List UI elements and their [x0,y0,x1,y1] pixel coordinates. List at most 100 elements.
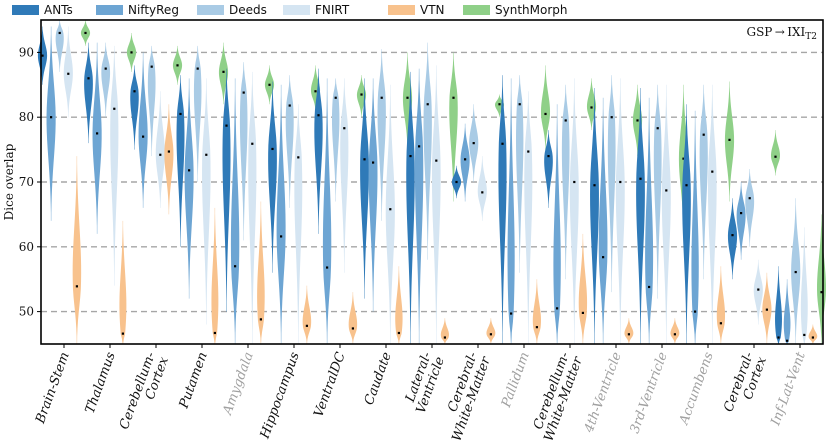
median-marker [685,184,688,187]
x-tick-label: Accumbens [676,350,716,428]
median-marker [820,291,823,294]
violin-fnirt [800,227,808,344]
legend-swatch [463,5,490,15]
violin-fnirt [294,104,303,345]
median-marker [673,333,676,336]
median-marker [113,107,116,110]
median-marker [225,124,228,127]
legend-swatch [197,5,224,15]
median-marker [176,64,179,67]
violin-vtn [762,272,772,344]
median-marker [67,72,70,75]
median-marker [188,169,191,172]
legend-label: Deeds [229,3,267,17]
annotation-subscript: T2 [805,32,817,42]
median-marker [452,96,455,99]
median-marker [627,333,630,336]
x-tick-label-line1: 3rd-Ventricle [628,350,671,436]
median-marker [702,133,705,136]
x-tick-label-line1: Hippocampus [257,350,303,441]
violin-deeds [101,42,111,118]
violin-group-putamen [176,42,229,344]
violin-synthmorph [540,65,551,150]
median-marker [786,339,789,342]
median-marker [711,170,714,173]
violin-vtn [395,266,403,344]
x-tick-label-line1: Brain-Stem [33,350,73,426]
median-marker [731,234,734,237]
x-tick-label: Cerebellum-White-Matter [528,350,586,441]
violin-fnirt [431,65,441,345]
median-marker [619,180,622,184]
violin-deeds [607,75,616,293]
violin-niftyreg [46,26,56,221]
median-marker [472,142,475,145]
x-tick-label: Brain-Stem [33,350,73,426]
legend-swatch [283,5,310,15]
x-tick-label: Lateral-Ventricle [400,350,448,416]
violin-ants [775,266,782,344]
violin-group-ventraldc [314,68,367,344]
violin-group-lateral-ventricle [406,42,458,345]
y-tick-label: 50 [19,305,34,319]
median-marker [581,311,584,314]
median-marker [639,177,642,180]
violin-vtn [578,233,588,344]
violin-fnirt [340,78,349,273]
violin-deeds [745,169,755,247]
x-tick-label-line1: VentralDC [311,350,348,419]
violin-niftyreg [736,182,746,260]
violin-synthmorph [218,42,229,105]
legend-swatch [96,5,123,15]
median-marker [179,112,182,116]
median-marker [590,106,593,109]
x-tick-label-line1: Accumbens [676,350,716,428]
median-marker [556,307,559,310]
legend-swatch [12,5,39,15]
legend-item-deeds: Deeds [197,3,267,17]
median-marker [372,161,375,164]
x-tick-label-line1: Thalamus [83,350,119,416]
violin-ants [360,78,369,299]
violin-vtn [164,104,174,215]
x-tick-label: Hippocampus [257,350,303,441]
violin-deeds [147,45,156,157]
violin-group-cerebellum-white-matter [544,78,597,345]
violin-vtn [302,285,312,344]
violin-fnirt [202,78,211,325]
median-marker [435,159,438,162]
violin-deeds [331,78,340,202]
violin-synthmorph [449,52,458,202]
median-marker [280,235,283,238]
violin-group-thalamus [84,32,137,344]
median-marker [774,155,777,158]
x-tick-label-line1: Pallidum [499,350,533,410]
violin-niftyreg [368,78,378,312]
x-tick-label: Pallidum [499,350,533,410]
median-marker [360,93,363,96]
median-marker [397,331,400,335]
median-marker [757,288,760,291]
legend-item-ants: ANTs [12,3,73,17]
violin-ants [314,68,323,234]
violin-synthmorph [356,75,367,118]
violin-niftyreg [783,279,791,344]
violin-group-cerebellum-cortex [130,45,183,215]
median-marker [544,112,547,116]
violin-group-4th-ventricle [590,75,643,344]
median-marker [150,65,153,68]
violin-ants [682,104,691,345]
median-marker [794,270,797,274]
violin-group-brain-stem [37,20,91,344]
median-marker [535,326,538,329]
violin-group-3rd-ventricle [636,84,689,345]
median-marker [251,142,254,145]
median-marker [58,31,61,35]
violin-group-cerebral-cortex [727,130,781,344]
violin-vtn [624,318,634,344]
violin-fnirt [155,91,165,208]
violin-deeds [285,75,294,208]
y-axis: 50 60 70 80 90 [19,45,41,319]
median-marker [343,127,346,130]
